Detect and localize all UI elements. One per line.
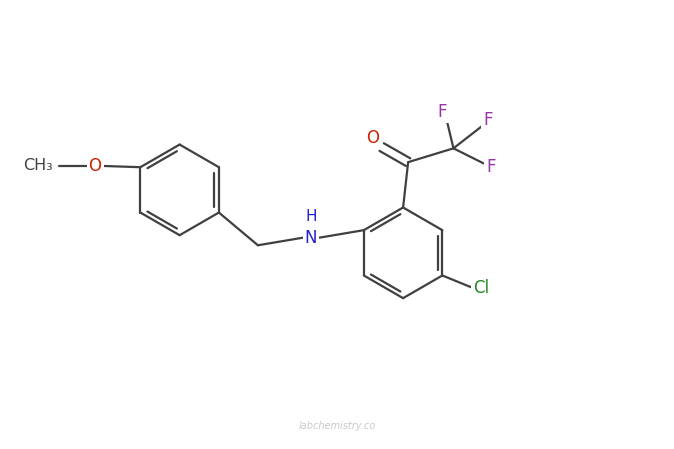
- Text: labchemistry.co: labchemistry.co: [299, 421, 375, 431]
- Text: O: O: [88, 157, 102, 175]
- Text: F: F: [437, 103, 447, 121]
- Text: O: O: [367, 129, 379, 147]
- Text: Cl: Cl: [473, 279, 489, 297]
- Text: H: H: [305, 209, 317, 224]
- Text: F: F: [483, 111, 493, 129]
- Text: F: F: [487, 158, 496, 176]
- Text: N: N: [305, 229, 317, 247]
- Text: CH₃: CH₃: [23, 158, 53, 173]
